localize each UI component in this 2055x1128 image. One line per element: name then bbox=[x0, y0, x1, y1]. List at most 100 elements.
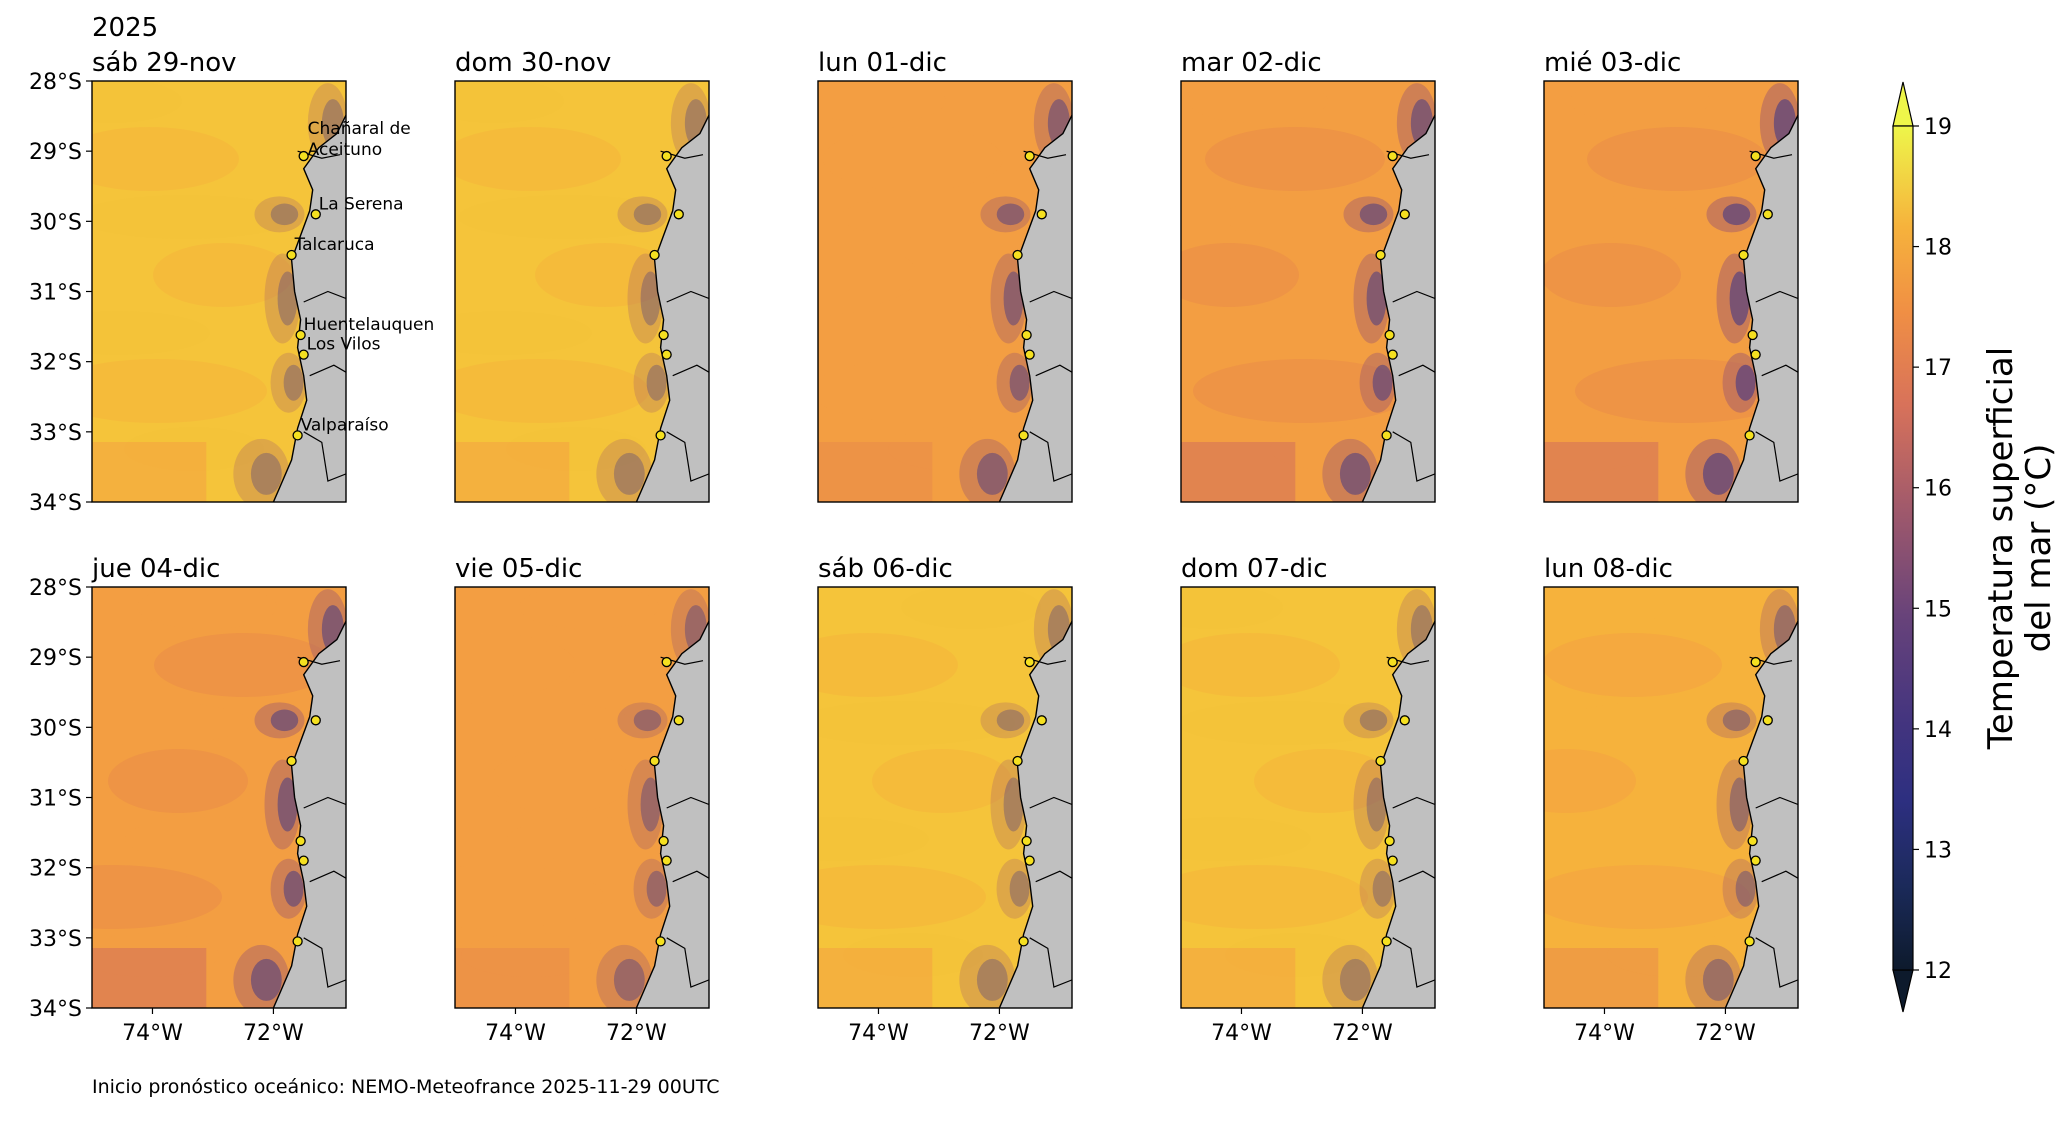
sea-eddy bbox=[455, 948, 570, 1008]
station-marker[interactable] bbox=[1036, 209, 1047, 220]
land bbox=[1725, 587, 1798, 1008]
station-marker[interactable] bbox=[1744, 430, 1755, 441]
admin-border bbox=[1761, 870, 1798, 883]
station-marker[interactable] bbox=[1744, 936, 1755, 947]
station-marker[interactable] bbox=[661, 855, 672, 866]
station-label: Aceituno bbox=[308, 140, 382, 160]
colorbar-tick-label: 13 bbox=[1924, 838, 1952, 863]
station-marker[interactable] bbox=[1021, 329, 1032, 341]
sea-eddy bbox=[1544, 749, 1636, 813]
upwelling-zone bbox=[270, 352, 307, 413]
station-marker[interactable] bbox=[1012, 249, 1023, 261]
station-marker[interactable] bbox=[292, 430, 303, 441]
station-marker[interactable] bbox=[1738, 249, 1749, 261]
station-marker[interactable] bbox=[673, 715, 684, 726]
station-marker[interactable] bbox=[1399, 715, 1410, 726]
station-marker[interactable] bbox=[1381, 430, 1392, 441]
upwelling-zone bbox=[1372, 364, 1393, 401]
sea-eddy bbox=[1181, 633, 1340, 697]
sea-eddy bbox=[1181, 311, 1356, 355]
station-marker[interactable] bbox=[1036, 715, 1047, 726]
station-marker[interactable] bbox=[1018, 430, 1029, 441]
station-marker[interactable] bbox=[1384, 329, 1395, 341]
upwelling-zone bbox=[996, 858, 1033, 919]
station-marker[interactable] bbox=[1387, 150, 1398, 162]
station-marker[interactable] bbox=[1012, 755, 1023, 767]
upwelling-zone bbox=[980, 702, 1031, 739]
station-marker[interactable] bbox=[1021, 835, 1032, 847]
sea-eddy bbox=[818, 243, 917, 307]
map-panel: sáb 06-dic 74°W 72°W bbox=[817, 554, 1073, 1046]
station-marker[interactable] bbox=[298, 656, 309, 668]
station-marker[interactable] bbox=[1387, 656, 1398, 668]
admin-border bbox=[1029, 937, 1072, 988]
station-marker[interactable] bbox=[661, 349, 672, 360]
station-marker[interactable] bbox=[655, 430, 666, 441]
admin-border bbox=[666, 431, 709, 482]
station-marker[interactable] bbox=[673, 209, 684, 220]
station-marker[interactable] bbox=[1750, 349, 1761, 360]
station-marker[interactable] bbox=[286, 249, 297, 261]
sea-eddy bbox=[125, 817, 305, 861]
station-marker[interactable] bbox=[286, 755, 297, 767]
panel-frame bbox=[1543, 80, 1799, 503]
station-marker[interactable] bbox=[658, 329, 669, 341]
station-marker[interactable] bbox=[1750, 656, 1761, 668]
station-marker[interactable] bbox=[310, 715, 321, 726]
colorbar-label-line2: del mar (°C) bbox=[2019, 444, 2055, 653]
station-marker[interactable] bbox=[292, 936, 303, 947]
station-marker[interactable] bbox=[1387, 349, 1398, 360]
map-panel: vie 05-dic 74°W 72°W bbox=[454, 554, 710, 1046]
station-marker[interactable] bbox=[1750, 855, 1761, 866]
upwelling-zone bbox=[250, 452, 282, 495]
station-marker[interactable] bbox=[1750, 150, 1761, 162]
station-marker[interactable] bbox=[658, 835, 669, 847]
station-marker[interactable] bbox=[655, 936, 666, 947]
sea-eddy bbox=[1181, 948, 1296, 1008]
sea-eddy bbox=[1270, 427, 1410, 471]
station-marker[interactable] bbox=[661, 150, 672, 162]
station-marker[interactable] bbox=[1399, 209, 1410, 220]
station-marker[interactable] bbox=[298, 150, 309, 162]
station-marker[interactable] bbox=[661, 656, 672, 668]
station-marker[interactable] bbox=[1024, 349, 1035, 360]
station-marker[interactable] bbox=[1381, 936, 1392, 947]
station-marker[interactable] bbox=[298, 349, 309, 360]
upwelling-zone bbox=[1702, 958, 1734, 1001]
station-marker[interactable] bbox=[1738, 755, 1749, 767]
station-marker[interactable] bbox=[1762, 209, 1773, 220]
upwelling-zone bbox=[1366, 271, 1387, 326]
upwelling-zone bbox=[633, 709, 662, 732]
station-marker[interactable] bbox=[1018, 936, 1029, 947]
lon-tick-label: 74°W bbox=[485, 1021, 546, 1046]
station-marker[interactable] bbox=[1747, 329, 1758, 341]
station-marker[interactable] bbox=[1375, 755, 1386, 767]
sea-eddy bbox=[92, 701, 251, 745]
upwelling-zone bbox=[254, 702, 305, 739]
station-marker[interactable] bbox=[1024, 150, 1035, 162]
station-marker[interactable] bbox=[295, 329, 306, 341]
station-marker[interactable] bbox=[1375, 249, 1386, 261]
sea-eddy bbox=[840, 195, 1060, 239]
upwelling-zone bbox=[264, 759, 301, 850]
station-marker[interactable] bbox=[1024, 855, 1035, 866]
colorbar-ticks: 12 13 14 15 16 17 18 19 bbox=[1913, 115, 1952, 984]
sea-eddy bbox=[1544, 243, 1681, 307]
station-marker[interactable] bbox=[310, 209, 321, 220]
station-marker[interactable] bbox=[1747, 835, 1758, 847]
station-marker[interactable] bbox=[1024, 656, 1035, 668]
sea-eddy bbox=[1181, 817, 1311, 861]
station-marker[interactable] bbox=[1387, 855, 1398, 866]
station-marker[interactable] bbox=[295, 835, 306, 847]
station-marker[interactable] bbox=[298, 855, 309, 866]
upwelling-zone bbox=[1702, 452, 1734, 495]
upwelling-zone bbox=[1339, 958, 1371, 1001]
station-marker[interactable] bbox=[1762, 715, 1773, 726]
station-marker[interactable] bbox=[649, 249, 660, 261]
upwelling-zone bbox=[1322, 944, 1379, 1008]
station-marker[interactable] bbox=[1384, 835, 1395, 847]
station-marker[interactable] bbox=[649, 755, 660, 767]
panel-title: vie 05-dic bbox=[455, 554, 582, 584]
upwelling-zone bbox=[640, 777, 661, 832]
panel-title: dom 30-nov bbox=[455, 48, 611, 78]
